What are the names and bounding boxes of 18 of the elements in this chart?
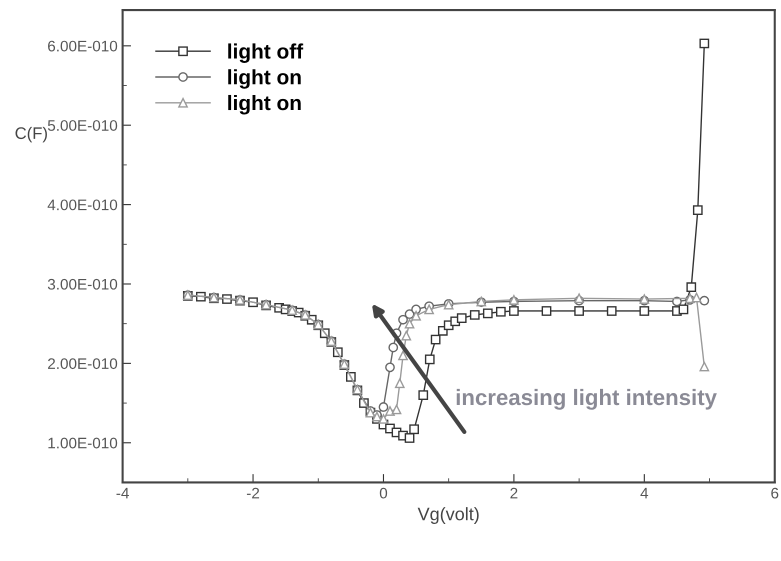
x-tick-label: 0 — [380, 488, 388, 499]
annotation: increasing light intensity — [456, 388, 717, 410]
x-tick-label: 6 — [771, 488, 778, 499]
x-tick-label: 2 — [510, 488, 518, 498]
y-tick-label: 5.00E-010 — [48, 120, 118, 131]
legend-label: light off — [228, 43, 304, 63]
y-tick-label: 6.00E-010 — [48, 40, 118, 52]
y-tick-label: 4.00E-010 — [48, 199, 118, 210]
x-tick-label: -4 — [116, 488, 129, 498]
y-tick-label: 3.00E-010 — [48, 278, 118, 290]
y-tick-label: 2.00E-010 — [48, 358, 118, 370]
y-tick-label: 1.00E-010 — [48, 438, 118, 448]
legend-label: light on — [228, 94, 301, 114]
x-tick-label: -2 — [246, 488, 260, 498]
legend-label: light on — [228, 69, 301, 89]
y-axis-title: C(F) — [16, 126, 47, 142]
x-axis-title: Vg(volt) — [418, 507, 479, 524]
x-tick-label: 4 — [640, 488, 648, 498]
